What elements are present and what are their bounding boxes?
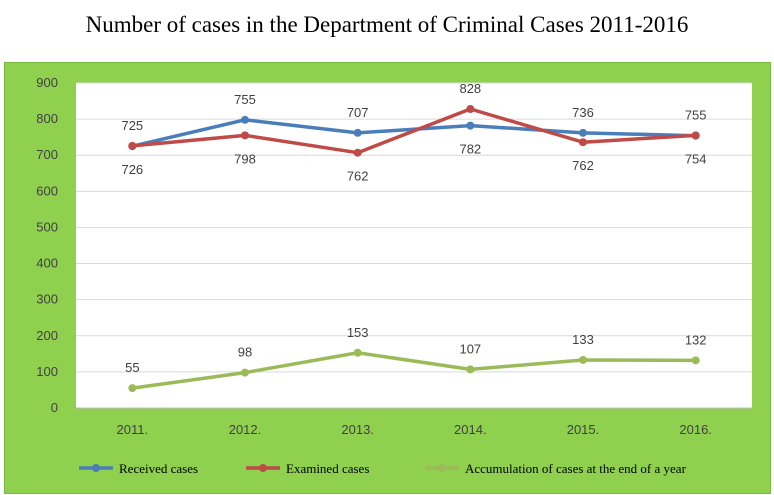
data-label: 828 [459, 81, 481, 96]
data-label: 107 [459, 341, 481, 356]
y-axis-ticks: 0 100 200 300 400 500 600 700 800 900 [36, 75, 58, 415]
data-label: 798 [234, 151, 256, 166]
y-tick-label: 400 [36, 256, 58, 271]
gridlines [76, 82, 752, 409]
data-point [691, 131, 700, 140]
y-tick-label: 100 [36, 364, 58, 379]
data-label: 755 [234, 92, 256, 107]
data-point [353, 148, 362, 157]
data-point [691, 356, 700, 365]
data-point [579, 355, 587, 364]
data-point [128, 384, 137, 393]
x-tick-label: 2015. [567, 422, 600, 437]
data-label: 762 [347, 169, 369, 184]
legend-swatch-marker [92, 464, 100, 472]
data-point [353, 128, 362, 137]
legend-label: Examined cases [286, 461, 369, 476]
data-label: 762 [572, 158, 594, 173]
data-label: 725 [121, 118, 143, 133]
y-tick-label: 900 [36, 75, 58, 90]
y-tick-label: 300 [36, 292, 58, 307]
data-point [128, 141, 137, 150]
data-label: 98 [238, 345, 252, 360]
data-label: 726 [121, 162, 143, 177]
legend-label: Accumulation of cases at the end of a ye… [465, 461, 687, 476]
y-tick-label: 0 [51, 400, 58, 415]
series-lines [128, 105, 700, 393]
x-tick-label: 2016. [679, 422, 712, 437]
series-line-1 [132, 107, 696, 155]
data-label: 736 [572, 105, 594, 120]
x-tick-label: 2013. [341, 422, 374, 437]
data-label: 755 [685, 107, 707, 122]
y-tick-label: 800 [36, 111, 58, 126]
x-tick-label: 2014. [454, 422, 487, 437]
data-label: 133 [572, 332, 594, 347]
series-line-2 [132, 351, 696, 390]
data-label: 782 [459, 142, 481, 157]
data-label: 55 [125, 360, 139, 375]
data-point [466, 105, 475, 113]
x-tick-label: 2011. [117, 422, 149, 437]
legend: Received cases Examined cases Accumulation… [79, 461, 687, 476]
data-point [579, 128, 587, 137]
data-point [241, 115, 249, 124]
data-point [241, 368, 249, 377]
y-tick-label: 500 [36, 219, 58, 234]
data-point [353, 348, 362, 357]
y-tick-label: 200 [36, 328, 58, 343]
legend-swatch-marker [438, 464, 446, 472]
data-label: 132 [685, 332, 707, 347]
data-point [241, 131, 249, 140]
x-axis-ticks: 2011. 2012. 2013. 2014. 2015. 2016. [117, 422, 712, 437]
data-label: 754 [685, 152, 707, 167]
chart-title: Number of cases in the Department of Cri… [85, 12, 689, 37]
data-labels: 725 755 707 828 736 755 726 798 762 782 762 754 55 98… [121, 81, 706, 375]
data-point [466, 365, 475, 374]
y-tick-label: 600 [36, 183, 58, 198]
x-tick-label: 2012. [229, 422, 262, 437]
y-tick-label: 700 [36, 147, 58, 162]
chart-frame: 0 100 200 300 400 500 600 700 800 900 2011. 2012. 2… [4, 62, 771, 494]
data-label: 707 [347, 105, 369, 120]
legend-label: Received cases [119, 461, 198, 476]
data-point [579, 138, 587, 147]
legend-swatch-marker [259, 464, 267, 472]
data-point [466, 121, 475, 130]
data-label: 153 [347, 325, 369, 340]
